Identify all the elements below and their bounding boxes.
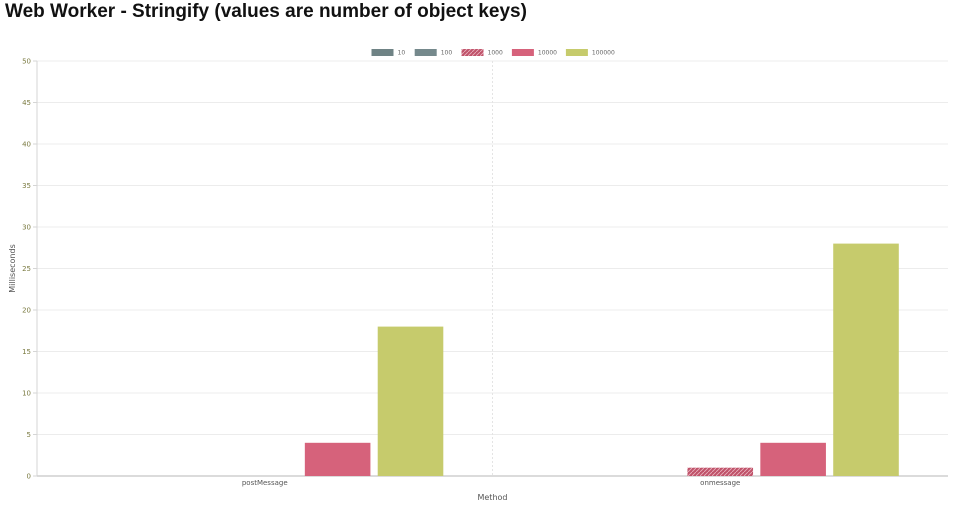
bar-onmessage-10000 [760, 442, 826, 476]
legend-label-10: 10 [398, 50, 406, 57]
y-tick-label: 15 [22, 348, 31, 356]
bar-onmessage-1000 [687, 467, 754, 476]
bar-postMessage-10000 [304, 442, 371, 476]
x-axis-title: Method [477, 493, 507, 502]
y-tick-label: 20 [22, 307, 31, 315]
y-tick-label: 40 [22, 141, 31, 149]
y-tick-label: 0 [27, 473, 31, 481]
y-tick-label: 10 [22, 390, 31, 398]
legend-label-100000: 100000 [592, 50, 615, 57]
legend: 10 100 1000 10000 100000 [371, 49, 615, 57]
legend-swatch-10000 [511, 49, 534, 56]
y-tick-label: 35 [22, 182, 31, 190]
legend-label-100: 100 [441, 50, 453, 57]
legend-swatch-100 [414, 49, 437, 56]
legend-label-10000: 10000 [538, 50, 557, 57]
y-axis-title: Milliseconds [8, 244, 17, 293]
legend-label-1000: 1000 [488, 50, 503, 57]
y-tick-label: 50 [22, 58, 31, 66]
legend-swatch-1000 [461, 49, 484, 56]
x-tick-label: onmessage [700, 479, 740, 487]
bar-postMessage-100000 [377, 326, 444, 476]
axis-labels: Milliseconds Method 0 5 10 15 20 25 30 35 40 45 50… [8, 58, 740, 503]
legend-swatch-100000 [565, 49, 588, 56]
grid-lines [37, 60, 948, 476]
x-tick-label: postMessage [242, 479, 288, 487]
bar-onmessage-100000 [833, 243, 899, 476]
y-tick-label: 25 [22, 265, 31, 273]
bars [304, 243, 899, 476]
y-tick-label: 30 [22, 224, 31, 232]
y-tick-label: 5 [27, 431, 31, 439]
chart-title: Web Worker - Stringify (values are numbe… [5, 1, 527, 22]
legend-swatch-10 [371, 49, 394, 56]
y-tick-label: 45 [22, 99, 31, 107]
